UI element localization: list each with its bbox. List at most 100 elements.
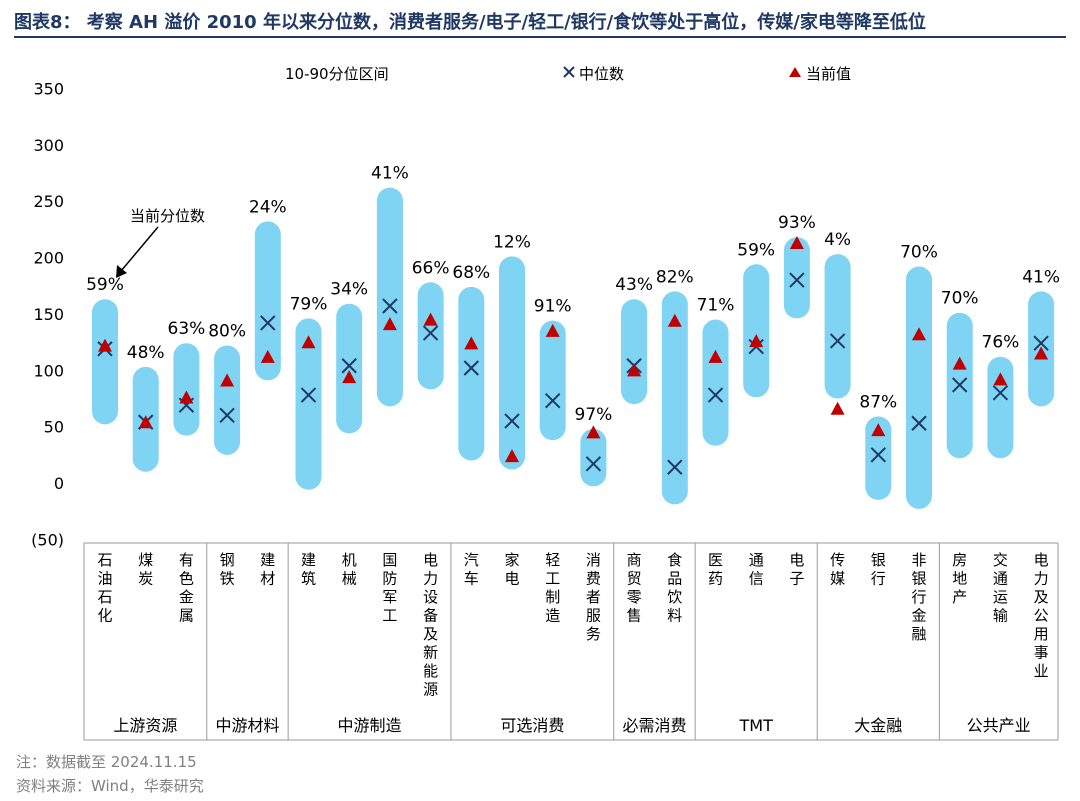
percentile-labels: 59% 48%63% 80% 24% 79%34% 41% 66% 68%12% 91% 97% 4… xyxy=(86,164,1060,425)
current-marker xyxy=(342,370,357,384)
x-tick-label-char: 食 xyxy=(667,551,682,569)
x-tick-label-char: 材 xyxy=(260,570,275,588)
x-tick-label-char: 石 xyxy=(97,551,112,569)
x-tick-label-char: 金 xyxy=(911,607,926,625)
title-divider xyxy=(14,36,1066,38)
x-tick-label-char: 通 xyxy=(993,570,1008,588)
current-marker xyxy=(1034,346,1049,360)
x-tick-label-char: 源 xyxy=(423,681,438,699)
group-label: 可选消费 xyxy=(500,716,564,735)
range-bar xyxy=(987,356,1014,459)
x-tick-label-char: 消 xyxy=(586,551,601,569)
percentile-label: 93% xyxy=(778,213,816,233)
median-marker xyxy=(1033,335,1049,351)
y-tick-label: 150 xyxy=(33,305,64,324)
range-bar xyxy=(580,428,607,487)
percentile-label: 87% xyxy=(859,392,897,412)
footnote: 注：数据截至 2024.11.15 xyxy=(16,753,197,771)
range-bar xyxy=(376,187,403,407)
current-marker xyxy=(464,336,479,350)
x-tick-label-char: 备 xyxy=(423,607,438,625)
percentile-label: 4% xyxy=(824,230,851,250)
x-tick-label-char: 产 xyxy=(952,588,967,606)
x-tick-label-char: 新 xyxy=(423,644,438,662)
x-tick-label-char: 属 xyxy=(179,607,194,625)
percentile-label: 34% xyxy=(330,280,368,300)
x-tick-label-char: 公 xyxy=(1034,607,1049,625)
x-tick-label-char: 融 xyxy=(911,625,926,643)
x-tick-label-char: 及 xyxy=(1034,588,1049,606)
median-marker xyxy=(911,415,927,431)
current-marker xyxy=(545,323,560,337)
current-marker xyxy=(98,338,112,352)
group-label: 中游制造 xyxy=(338,716,402,735)
x-tick-label-char: 设 xyxy=(423,588,438,606)
x-tick-label-char: 工 xyxy=(382,607,397,625)
y-tick-label: 250 xyxy=(33,192,64,211)
median-marker xyxy=(585,456,602,472)
percentile-label: 71% xyxy=(697,296,735,316)
range-bar xyxy=(865,416,892,500)
percentile-label: 59% xyxy=(86,275,124,295)
percentile-label: 82% xyxy=(656,267,694,287)
x-tick-label-char: 化 xyxy=(97,607,112,625)
x-tick-label-char: 汽 xyxy=(464,551,479,569)
range-bar xyxy=(254,221,281,381)
range-bar xyxy=(621,299,648,405)
percentile-label: 59% xyxy=(737,240,775,260)
x-tick-label-char: 电 xyxy=(504,570,519,588)
percentile-label: 63% xyxy=(168,319,206,339)
annotation: 当前分位数 xyxy=(116,207,205,278)
percentile-label: 76% xyxy=(982,333,1020,353)
current-marker xyxy=(789,235,804,249)
median-marker xyxy=(707,387,724,403)
group-label: 上游资源 xyxy=(113,716,177,735)
legend: 10-90分位区间 中位数 当前值 xyxy=(285,65,851,83)
percentile-label: 43% xyxy=(615,275,653,295)
y-tick-label: 50 xyxy=(44,418,64,437)
x-tick-label-char: 传 xyxy=(830,551,845,569)
x-tick-label-char: 钢 xyxy=(220,551,235,569)
group-label: 公共产业 xyxy=(967,716,1031,735)
x-tick-label-char: 石 xyxy=(97,588,112,606)
x-tick-label-char: 车 xyxy=(464,570,479,588)
median-marker xyxy=(219,407,235,424)
x-tick-label-char: 房 xyxy=(952,551,967,569)
annotation-arrow-head xyxy=(116,265,127,278)
x-tick-label-char: 通 xyxy=(749,551,764,569)
group-label: 必需消费 xyxy=(622,716,686,735)
median-marker xyxy=(829,333,846,349)
x-tick-label-char: 行 xyxy=(871,570,886,588)
x-tick-label-char: 信 xyxy=(749,570,764,588)
current-marker xyxy=(301,335,316,349)
median-marker xyxy=(463,360,480,376)
x-tick-label-char: 铁 xyxy=(220,570,235,588)
x-tick-label-char: 色 xyxy=(179,570,194,588)
ah-premium-chart: 350 300 250 200 150 100 50 0 (50) 59% 48%63% 80% 24… xyxy=(31,65,1060,741)
percentile-label: 70% xyxy=(941,289,979,309)
y-tick-label: 0 xyxy=(54,474,64,493)
range-bar xyxy=(906,266,932,509)
legend-current-icon xyxy=(789,67,801,77)
x-tick-label-char: 商 xyxy=(627,551,642,569)
x-tick-label-char: 电 xyxy=(423,551,438,569)
x-tick-label-char: 非 xyxy=(911,551,926,569)
median-marker xyxy=(992,385,1009,401)
x-tick-label-char: 交 xyxy=(993,551,1008,569)
x-tick-label-char: 行 xyxy=(911,588,926,606)
range-bar xyxy=(783,237,810,319)
current-marker xyxy=(708,349,723,363)
x-tick-label-char: 造 xyxy=(545,607,560,625)
median-marker xyxy=(504,413,520,429)
percentile-label: 41% xyxy=(1022,267,1060,287)
current-marker xyxy=(423,312,438,326)
median-markers xyxy=(97,272,1049,475)
legend-median-icon xyxy=(563,66,575,78)
x-tick-label-char: 饮 xyxy=(667,588,682,606)
x-tick-label-char: 及 xyxy=(423,625,438,643)
x-tick-label-char: 机 xyxy=(342,551,357,569)
x-tick-label-char: 力 xyxy=(423,570,438,588)
x-tick-label-char: 有 xyxy=(179,551,194,569)
x-tick-label-char: 建 xyxy=(260,551,275,569)
x-tick-label-char: 轻 xyxy=(545,551,560,569)
